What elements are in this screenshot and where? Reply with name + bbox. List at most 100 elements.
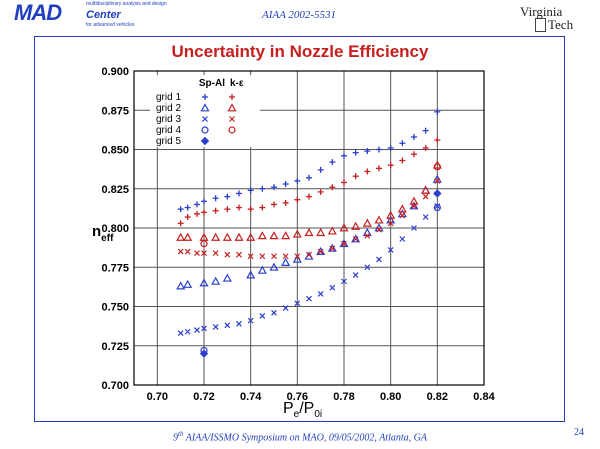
chart-title: Uncertainty in Nozzle Efficiency (172, 42, 429, 61)
data-point (434, 203, 441, 209)
data-point (387, 144, 394, 151)
x-axis-label-sub2: 0i (314, 409, 322, 420)
x-tick-label: 0.78 (333, 391, 354, 403)
data-point (411, 133, 417, 140)
data-point (317, 166, 324, 173)
data-point (177, 206, 184, 213)
y-tick-label: 0.825 (101, 184, 129, 196)
data-point (327, 226, 337, 235)
data-point (234, 232, 244, 241)
data-point (199, 278, 209, 287)
data-point (306, 193, 312, 200)
data-point (224, 193, 231, 200)
data-point (411, 225, 417, 231)
page-number: 24 (574, 427, 584, 438)
university-name-line2: Tech (548, 17, 574, 32)
data-point (177, 248, 184, 255)
data-point (351, 234, 361, 243)
data-point (292, 254, 302, 263)
data-point (222, 273, 232, 282)
data-point (341, 240, 347, 247)
legend-header-ke: k-ε (230, 78, 244, 89)
data-point (194, 327, 200, 333)
data-point (341, 278, 347, 285)
legend-marker-ke (229, 116, 235, 122)
data-point (224, 206, 231, 213)
data-point (316, 227, 326, 237)
data-point (271, 253, 277, 260)
data-point (362, 227, 372, 237)
x-tick-label: 0.74 (240, 391, 262, 403)
data-point (212, 195, 219, 202)
data-point (316, 246, 326, 255)
x-tick-label: 0.72 (193, 391, 214, 403)
footer-citation: 9th AIAA/ISSMO Symposium on MAO, 09/05/2… (0, 430, 600, 443)
data-point (317, 291, 324, 297)
data-point (434, 177, 441, 184)
data-point (292, 229, 302, 238)
data-point (339, 238, 349, 248)
data-point (362, 218, 372, 227)
data-point (317, 248, 324, 255)
data-point (306, 295, 312, 302)
data-point (211, 276, 221, 285)
data-point (271, 184, 277, 191)
legend-marker-sa (201, 126, 209, 134)
plot-frame (133, 70, 485, 386)
data-point (352, 236, 359, 242)
data-point (194, 201, 200, 208)
y-tick-label: 0.775 (101, 262, 129, 274)
data-point (236, 320, 242, 327)
logo-tagline-top: multidisciplinary analysis and design (86, 1, 167, 7)
data-point (422, 144, 429, 151)
data-point (201, 198, 207, 205)
data-point (411, 203, 417, 209)
data-point (411, 151, 417, 158)
university-emblem-icon (535, 18, 546, 32)
data-point (364, 264, 371, 271)
y-tick-label: 0.900 (101, 66, 129, 78)
legend-label: grid 3 (156, 114, 181, 125)
data-point (177, 220, 184, 227)
x-axis-label-main: P (283, 400, 294, 417)
axis-ticks: 0.70 0.72 0.74 0.76 0.78 0.80 0.82 0.84 0.700 0.7… (101, 66, 495, 403)
data-point (294, 196, 301, 203)
data-point (184, 214, 191, 221)
x-tick-label: 0.70 (147, 391, 168, 403)
slide-frame (34, 36, 565, 422)
data-point (183, 232, 193, 241)
data-point (329, 184, 336, 191)
data-point (421, 185, 431, 194)
data-point (351, 221, 361, 230)
data-point (271, 309, 277, 316)
data-point (306, 174, 312, 181)
data-point (194, 210, 200, 217)
data-point (282, 305, 289, 311)
data-point (364, 148, 371, 155)
paper-id: AIAA 2002-5531 (262, 9, 337, 21)
data-point (282, 253, 289, 260)
data-point (352, 272, 359, 279)
legend-label: grid 5 (156, 136, 181, 147)
data-point (201, 325, 207, 332)
y-tick-label: 0.725 (101, 341, 129, 353)
y-tick-label: 0.800 (101, 223, 129, 235)
data-point (433, 203, 441, 212)
mad-logo: MAD (14, 0, 62, 25)
data-point (376, 226, 382, 233)
data-point (246, 232, 256, 241)
data-point (387, 162, 394, 169)
data-point (399, 212, 406, 219)
data-point (399, 236, 406, 242)
legend-label: grid 2 (156, 103, 181, 114)
x-tick-label: 0.84 (473, 391, 495, 403)
data-point (282, 181, 289, 188)
legend-marker-ke (227, 103, 237, 112)
data-point (212, 323, 219, 330)
data-point (386, 210, 396, 219)
footer-text: AIAA/ISSMO Symposium on MAO, 09/05/2002,… (183, 432, 427, 444)
data-point (434, 108, 441, 115)
data-point (364, 168, 371, 175)
legend-marker-sa (202, 116, 208, 122)
